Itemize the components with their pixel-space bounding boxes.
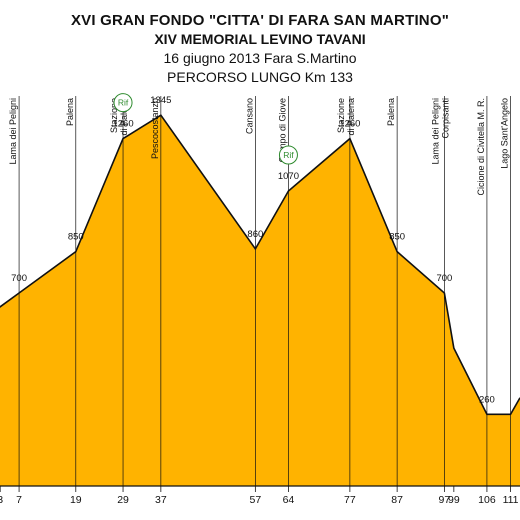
x-tick-label: 57 <box>250 494 262 506</box>
altitude-label: 700 <box>11 273 27 284</box>
x-tick-label: 106 <box>478 494 496 506</box>
x-tick-label: 64 <box>283 494 295 506</box>
altitude-label: 1260 <box>339 119 360 130</box>
refuel-label: Rif <box>283 150 294 160</box>
x-tick-label: 37 <box>155 494 167 506</box>
location-label-line2: Corpisanti <box>440 98 450 139</box>
route-title: PERCORSO LUNGO Km 133 <box>167 69 353 85</box>
location-label: Stazione <box>109 98 119 133</box>
x-tick-label: 19 <box>70 494 82 506</box>
location-label-line2: di Palena <box>346 98 356 136</box>
altitude-label: 260 <box>479 394 495 405</box>
x-tick-label: 7 <box>16 494 22 506</box>
location-label: Lama dei Peligni <box>430 98 440 165</box>
x-tick-label: 29 <box>117 494 129 506</box>
altitude-label: 1070 <box>278 171 299 182</box>
location-label: Cicione di Civitella M. R. <box>476 98 486 196</box>
altitude-label: 850 <box>68 232 84 243</box>
memorial-title: XIV MEMORIAL LEVINO TAVANI <box>154 31 366 47</box>
altitude-label: 700 <box>436 273 452 284</box>
altitude-label: 850 <box>389 232 405 243</box>
location-label: Campo di Giove <box>277 98 287 163</box>
refuel-marker <box>278 145 298 165</box>
chart-header: XVI GRAN FONDO "CITTA' DI FARA SAN MARTI… <box>0 0 520 92</box>
location-label: Pescocostanzo <box>150 98 160 159</box>
date-location: 16 giugno 2013 Fara S.Martino <box>163 50 357 66</box>
location-label: Stazione <box>336 98 346 133</box>
event-title: XVI GRAN FONDO "CITTA' DI FARA SAN MARTI… <box>70 12 450 29</box>
x-tick-label: 111 <box>503 494 519 506</box>
x-tick-label: 97 <box>439 494 451 506</box>
x-tick-label: 99 <box>448 494 460 506</box>
elevation-area <box>0 115 520 486</box>
location-label: Cansano <box>244 98 254 134</box>
altitude-label: 1345 <box>150 95 171 106</box>
location-label-line2: di Palena <box>119 98 129 136</box>
refuel-marker <box>113 93 133 113</box>
location-label: Palena <box>386 98 396 126</box>
x-tick-label: 87 <box>391 494 403 506</box>
refuel-label: Rif <box>118 98 129 108</box>
x-tick-label: 3 <box>0 494 3 506</box>
altitude-label: 860 <box>247 229 263 240</box>
x-tick-label: 77 <box>344 494 356 506</box>
location-label: Lama dei Peligni <box>8 98 18 165</box>
location-label: Palena <box>65 98 75 126</box>
location-label: Lago Sant'Angelo <box>500 98 510 169</box>
altitude-label: 1260 <box>112 119 133 130</box>
